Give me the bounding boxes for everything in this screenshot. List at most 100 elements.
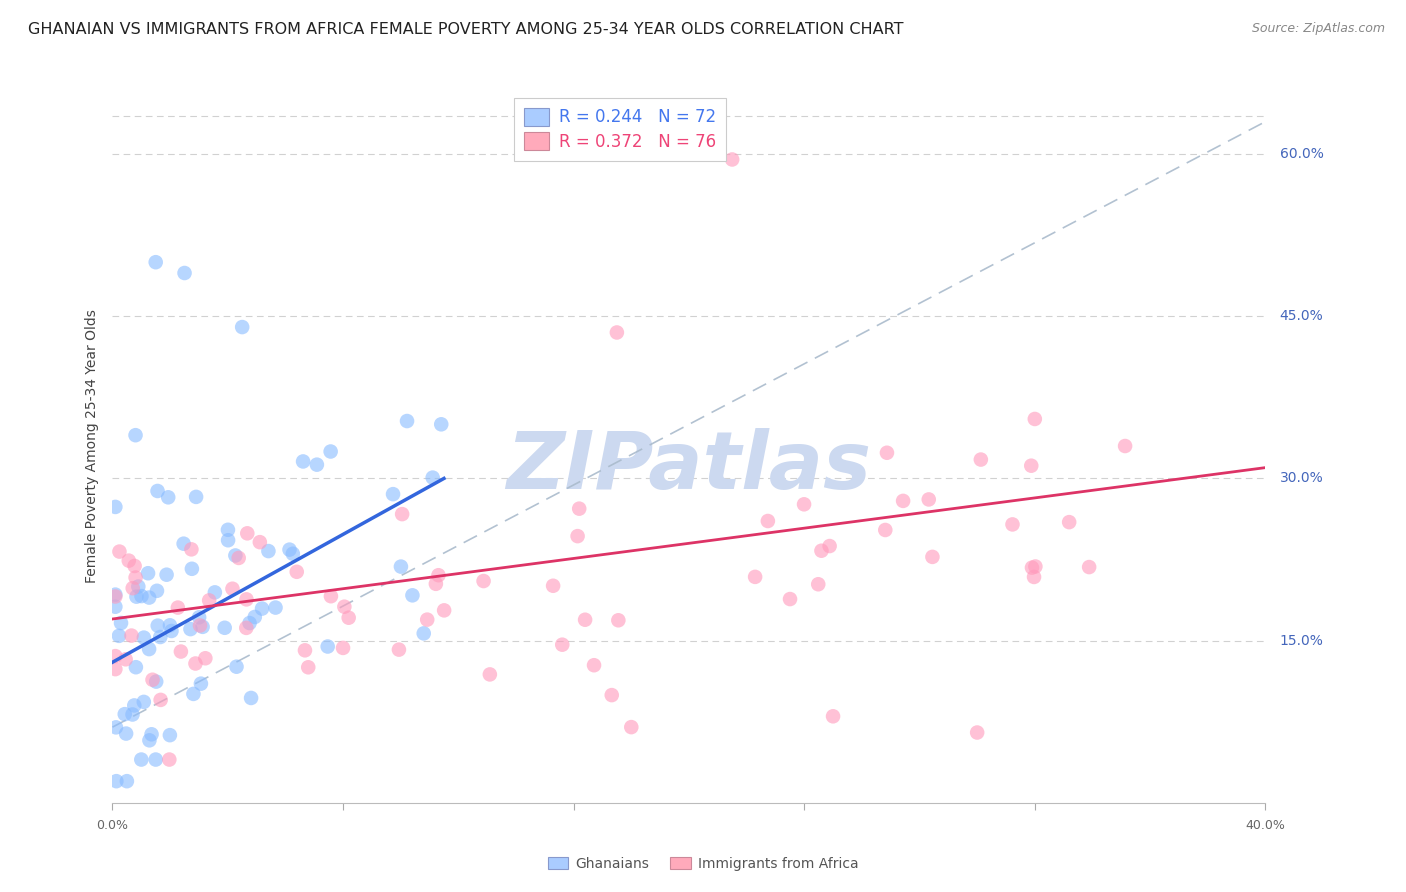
Point (551, 638, 574, 652)
Point (606, 326, 628, 340)
Point (180, 542, 202, 557)
Legend: Ghanaians, Immigrants from Africa: Ghanaians, Immigrants from Africa (541, 851, 865, 876)
Point (568, 501, 591, 516)
Point (125, 660, 148, 674)
Point (104, 588, 127, 602)
Point (188, 618, 211, 632)
Point (756, 514, 779, 528)
Point (108, 544, 131, 558)
Point (600, 688, 623, 702)
Point (1024, 412, 1046, 426)
Text: 15.0%: 15.0% (1279, 633, 1323, 648)
Point (145, 674, 167, 689)
Point (132, 695, 155, 709)
Point (145, 255, 167, 269)
Point (425, 577, 447, 591)
Point (779, 592, 801, 607)
Point (228, 550, 250, 565)
Point (297, 660, 319, 674)
Point (198, 593, 221, 607)
Point (141, 727, 163, 741)
Text: 30.0%: 30.0% (1279, 472, 1323, 485)
Point (159, 728, 181, 742)
Point (114, 652, 136, 666)
Point (395, 414, 418, 428)
Point (104, 662, 127, 676)
Point (793, 497, 815, 511)
Point (388, 642, 411, 657)
Point (231, 320, 253, 334)
Point (430, 417, 453, 432)
Point (138, 642, 160, 657)
Point (472, 574, 495, 588)
Point (332, 640, 354, 655)
Point (104, 599, 127, 614)
Point (118, 554, 141, 568)
Point (124, 698, 146, 713)
Point (249, 535, 271, 549)
Point (333, 599, 356, 614)
Point (149, 693, 172, 707)
Point (1114, 439, 1136, 453)
Point (104, 590, 127, 604)
Text: GHANAIAN VS IMMIGRANTS FROM AFRICA FEMALE POVERTY AMONG 25-34 YEAR OLDS CORRELAT: GHANAIAN VS IMMIGRANTS FROM AFRICA FEMAL… (28, 22, 904, 37)
Point (416, 613, 439, 627)
Point (1021, 560, 1043, 574)
Point (224, 549, 246, 563)
Point (243, 610, 266, 624)
Text: 40.0%: 40.0% (1246, 819, 1285, 832)
Point (221, 582, 243, 596)
Point (138, 733, 160, 747)
Point (124, 428, 146, 442)
Point (108, 629, 131, 643)
Point (129, 753, 153, 767)
Point (184, 657, 207, 671)
Point (146, 483, 169, 498)
Point (319, 589, 342, 603)
Point (257, 544, 280, 558)
Point (239, 616, 262, 631)
Point (179, 622, 201, 636)
Point (121, 629, 143, 643)
Point (875, 523, 897, 537)
Point (194, 651, 217, 665)
Point (114, 707, 136, 722)
Point (149, 630, 172, 644)
Point (157, 491, 180, 505)
Legend: R = 0.244   N = 72, R = 0.372   N = 76: R = 0.244 N = 72, R = 0.372 N = 76 (513, 97, 725, 161)
Point (155, 567, 177, 582)
Point (110, 615, 132, 630)
Point (141, 673, 163, 687)
Point (891, 494, 914, 508)
Point (166, 600, 188, 615)
Point (319, 444, 342, 458)
Point (721, 153, 744, 167)
Point (127, 580, 149, 594)
Point (131, 589, 153, 603)
Point (184, 490, 207, 504)
Point (285, 565, 308, 579)
Point (821, 709, 844, 723)
Point (305, 458, 328, 472)
Point (173, 266, 195, 280)
Point (574, 613, 596, 627)
Point (541, 579, 564, 593)
Text: 45.0%: 45.0% (1279, 310, 1323, 323)
Point (401, 588, 423, 602)
Point (607, 613, 630, 627)
Point (478, 667, 501, 681)
Point (170, 644, 193, 658)
Point (115, 774, 138, 789)
Point (173, 537, 195, 551)
Point (921, 549, 943, 564)
Point (104, 500, 127, 514)
Point (235, 592, 257, 607)
Point (294, 643, 316, 657)
Point (157, 753, 180, 767)
Point (807, 577, 830, 591)
Y-axis label: Female Poverty Among 25-34 Year Olds: Female Poverty Among 25-34 Year Olds (84, 309, 98, 583)
Point (191, 620, 214, 634)
Point (214, 621, 236, 635)
Point (422, 470, 444, 484)
Point (337, 611, 360, 625)
